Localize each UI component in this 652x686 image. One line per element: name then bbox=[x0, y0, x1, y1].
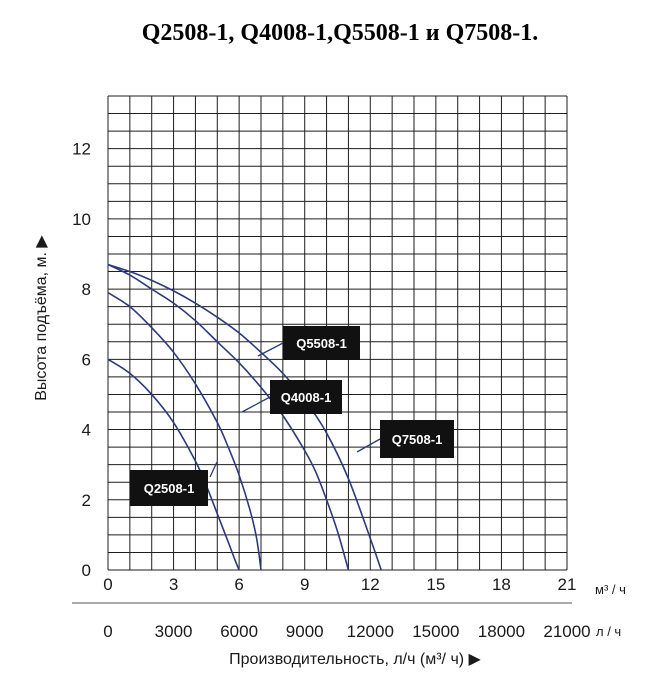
curves bbox=[107, 263, 382, 571]
callouts: Q2508-1 Q4008-1 Q5508-1 Q7508-1 bbox=[130, 326, 454, 506]
callout-label-q7508-1: Q7508-1 bbox=[392, 432, 443, 447]
callout-leader-q7508-1 bbox=[356, 438, 381, 453]
callout-box-q5508-1 bbox=[283, 326, 360, 360]
x2-tick-label: 18000 bbox=[478, 622, 525, 641]
y-tick-label: 12 bbox=[72, 140, 91, 159]
x2-tick-label: 12000 bbox=[347, 622, 394, 641]
callout-label-q4008-1: Q4008-1 bbox=[281, 390, 332, 405]
x2-tick-label: 21000 bbox=[543, 622, 590, 641]
x-tick-label: 21 bbox=[558, 575, 577, 594]
callout-box-q4008-1 bbox=[270, 380, 342, 414]
callout-leader-q2508-1 bbox=[209, 461, 218, 478]
y-axis-label: Высота подъёма, м. ▶ bbox=[33, 235, 50, 401]
x-axis-unit: м³ / ч bbox=[595, 582, 626, 597]
x-axis-label: Производительность, л/ч (м³/ ч) ▶ bbox=[229, 651, 481, 668]
x2-tick-label: 3000 bbox=[155, 622, 193, 641]
x2-axis-unit: л / ч bbox=[596, 624, 621, 639]
chart-title: Q2508-1, Q4008-1,Q5508-1 и Q7508-1. bbox=[142, 20, 538, 46]
x2-tick-label: 9000 bbox=[286, 622, 324, 641]
grid bbox=[72, 95, 572, 604]
callout-label-q5508-1: Q5508-1 bbox=[296, 336, 347, 351]
x-tick-label: 0 bbox=[103, 575, 112, 594]
x-tick-label: 18 bbox=[492, 575, 511, 594]
y-tick-label: 10 bbox=[72, 210, 91, 229]
y-tick-label: 2 bbox=[82, 491, 91, 510]
x2-tick-label: 15000 bbox=[412, 622, 459, 641]
tick-labels: 0 2 4 6 8 10 12 0 3 6 9 12 15 18 21 0 3000 6000 9000 12000 1… bbox=[72, 140, 591, 641]
y-tick-label: 6 bbox=[82, 350, 91, 369]
y-tick-label: 8 bbox=[82, 280, 91, 299]
callout-label-q2508-1: Q2508-1 bbox=[144, 481, 195, 496]
x-tick-label: 9 bbox=[300, 575, 309, 594]
series-line-q4008-1 bbox=[107, 291, 262, 571]
x2-tick-label: 0 bbox=[103, 622, 112, 641]
x-tick-label: 15 bbox=[426, 575, 445, 594]
callout-box-q7508-1 bbox=[380, 420, 454, 458]
series-line-q5508-1 bbox=[107, 263, 350, 571]
callout-leader-q5508-1 bbox=[257, 342, 284, 357]
callout-box-q2508-1 bbox=[130, 470, 208, 506]
series-line-q7508-1 bbox=[107, 263, 382, 571]
x-tick-label: 12 bbox=[361, 575, 380, 594]
x-tick-label: 3 bbox=[169, 575, 178, 594]
x2-tick-label: 6000 bbox=[220, 622, 258, 641]
y-tick-label: 4 bbox=[82, 421, 91, 440]
callout-leader-q4008-1 bbox=[241, 396, 271, 413]
y-tick-label: 0 bbox=[82, 561, 91, 580]
x-tick-label: 6 bbox=[234, 575, 243, 594]
